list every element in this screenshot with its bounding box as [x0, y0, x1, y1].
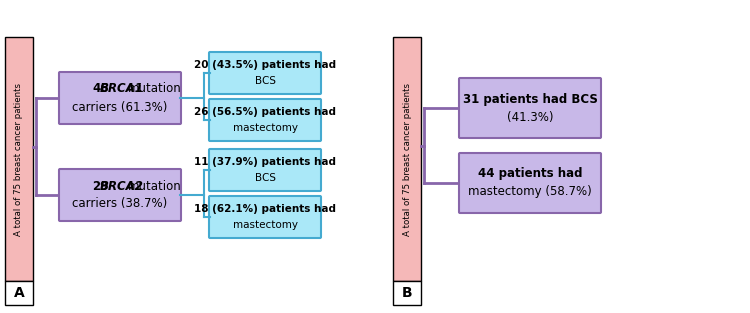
- Text: A: A: [13, 286, 24, 300]
- Text: 44 patients had: 44 patients had: [478, 167, 582, 181]
- Text: 31 patients had BCS: 31 patients had BCS: [463, 93, 598, 105]
- Text: BRCA1: BRCA1: [100, 83, 144, 95]
- Text: BCS: BCS: [254, 173, 275, 183]
- Text: 26 (56.5%) patients had: 26 (56.5%) patients had: [194, 107, 336, 117]
- FancyBboxPatch shape: [209, 52, 321, 94]
- FancyBboxPatch shape: [209, 196, 321, 238]
- Bar: [393, 37, 421, 281]
- FancyBboxPatch shape: [459, 153, 601, 213]
- Text: B: B: [402, 286, 412, 300]
- Text: mastectomy (58.7%): mastectomy (58.7%): [468, 186, 592, 198]
- Text: 18 (62.1%) patients had: 18 (62.1%) patients had: [194, 204, 336, 214]
- Text: 29: 29: [92, 179, 108, 192]
- Bar: [5, 281, 33, 305]
- Text: A total of 75 breast cancer patients: A total of 75 breast cancer patients: [14, 83, 23, 235]
- Text: A total of 75 breast cancer patients: A total of 75 breast cancer patients: [403, 83, 412, 235]
- Text: (41.3%): (41.3%): [507, 110, 554, 124]
- FancyBboxPatch shape: [59, 169, 181, 221]
- Text: mastectomy: mastectomy: [232, 123, 298, 133]
- FancyBboxPatch shape: [59, 72, 181, 124]
- Text: 20 (43.5%) patients had: 20 (43.5%) patients had: [194, 60, 336, 70]
- FancyBboxPatch shape: [459, 78, 601, 138]
- Text: carriers (38.7%): carriers (38.7%): [72, 198, 168, 211]
- FancyBboxPatch shape: [209, 149, 321, 191]
- Text: BRCA2: BRCA2: [100, 179, 144, 192]
- Text: mastectomy: mastectomy: [232, 220, 298, 230]
- Text: BCS: BCS: [254, 76, 275, 86]
- Text: mutation: mutation: [128, 179, 182, 192]
- Text: 46: 46: [92, 83, 109, 95]
- Text: 11 (37.9%) patients had: 11 (37.9%) patients had: [194, 157, 336, 167]
- Bar: [5, 37, 33, 281]
- Text: carriers (61.3%): carriers (61.3%): [72, 100, 168, 114]
- Bar: [393, 281, 421, 305]
- Text: mutation: mutation: [128, 83, 182, 95]
- FancyBboxPatch shape: [209, 99, 321, 141]
